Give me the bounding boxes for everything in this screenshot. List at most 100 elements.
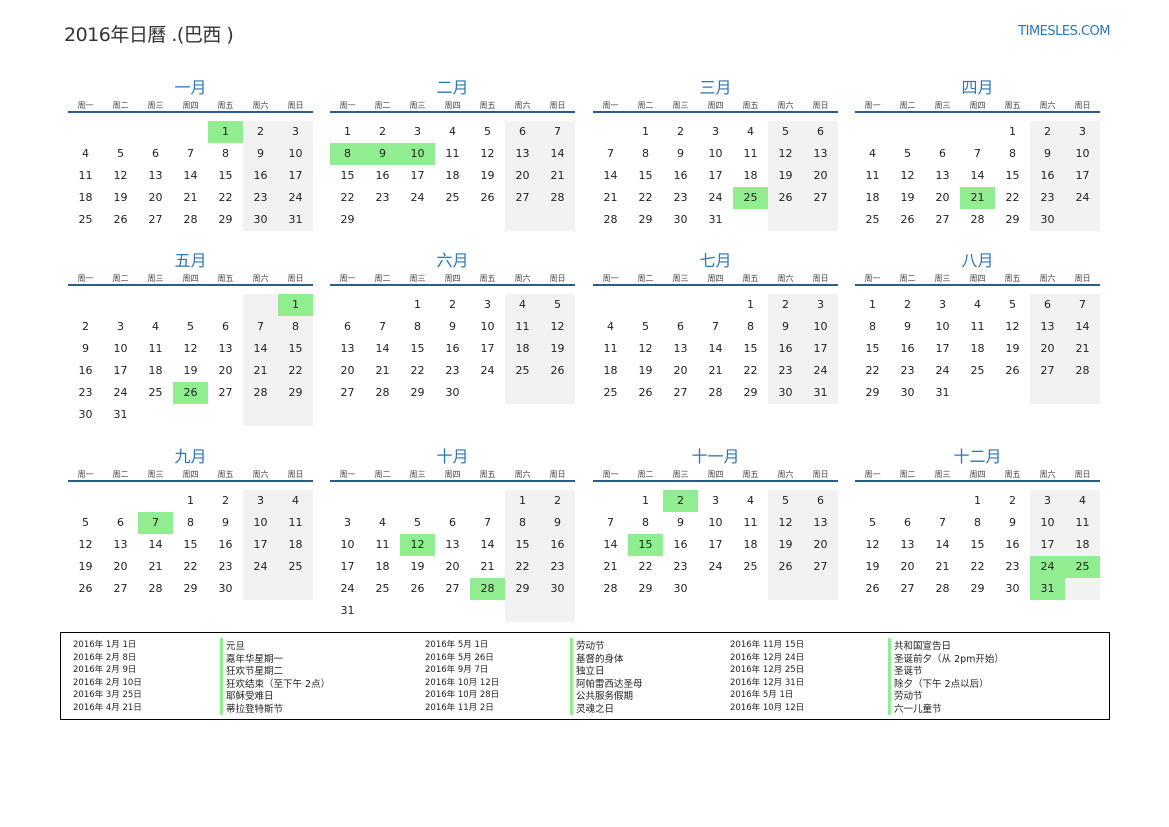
weekday-header: 周四	[182, 101, 199, 110]
day-cell: 11	[865, 169, 880, 182]
day-cell: 25	[603, 386, 618, 399]
day-cell: 17	[708, 169, 723, 182]
day-cell: 10	[1030, 512, 1065, 534]
day-cell: 2	[904, 298, 911, 311]
day-cell: 3	[1065, 121, 1100, 143]
day-cell: 6	[904, 516, 911, 529]
day-cell: 10	[708, 516, 723, 529]
weekday-header: 周三	[672, 101, 689, 110]
weekday-header: 周二	[112, 101, 129, 110]
day-cell: 21	[243, 360, 278, 382]
day-cell: 30	[540, 578, 575, 600]
day-cell: 12	[183, 342, 198, 355]
day-cell: 16	[673, 169, 688, 182]
empty-weekend-cell	[278, 404, 313, 426]
month-name: 九月	[174, 447, 207, 466]
day-cell: 11	[743, 516, 758, 529]
holiday-name: 圣诞节	[888, 663, 923, 678]
day-cell: 11	[603, 342, 618, 355]
day-cell: 9	[677, 147, 684, 160]
month-name: 六月	[436, 251, 469, 270]
day-cell: 26	[113, 213, 128, 226]
month: 八月 周一 周二 周三 周四 周五 周六 周日 1 2 3 4 5 6 7 8 9 10 11 12 13 14 15 16 1…	[855, 247, 1100, 437]
day-cell: 7	[379, 320, 386, 333]
day-cell: 3	[278, 121, 313, 143]
holiday-name: 劳动节	[888, 688, 923, 703]
day-cell: 29	[638, 213, 653, 226]
day-cell: 12	[768, 512, 803, 534]
day-cell: 25	[278, 556, 313, 578]
holiday-date: 2016年 11月 15日	[730, 640, 805, 650]
day-cell: 2	[82, 320, 89, 333]
day-cell: 7	[1065, 294, 1100, 316]
weekday-header: 周日	[549, 470, 566, 479]
day-cell: 19	[410, 560, 425, 573]
day-cell: 1	[208, 121, 243, 143]
holiday-date: 2016年 5月 26日	[425, 652, 494, 663]
day-cell: 2	[449, 298, 456, 311]
day-cell: 4	[449, 125, 456, 138]
day-cell: 15	[410, 342, 425, 355]
header-rule	[855, 111, 1100, 113]
day-cell: 25	[445, 191, 460, 204]
day-cell: 10	[400, 143, 435, 165]
day-cell: 14	[375, 342, 390, 355]
weekday-header: 周三	[147, 101, 164, 110]
day-cell: 4	[82, 147, 89, 160]
day-cell: 12	[400, 534, 435, 556]
day-cell: 30	[78, 408, 93, 421]
day-cell: 7	[540, 121, 575, 143]
day-cell: 2	[677, 125, 684, 138]
holiday-name: 蒂拉登特斯节	[220, 701, 283, 715]
weekday-header: 周三	[934, 274, 951, 283]
day-cell: 20	[803, 534, 838, 556]
weekday-header: 周日	[1074, 274, 1091, 283]
day-cell: 28	[540, 187, 575, 209]
day-cell: 20	[1030, 338, 1065, 360]
holiday-date: 2016年 12月 24日	[730, 652, 805, 663]
month: 十二月 周一 周二 周三 周四 周五 周六 周日 1 2 3 4 5 6 7 8 9 10 11 12 13 14 15 16…	[855, 443, 1100, 633]
day-cell: 21	[540, 165, 575, 187]
day-cell: 15	[218, 169, 233, 182]
day-cell: 14	[243, 338, 278, 360]
day-cell: 30	[768, 382, 803, 404]
day-cell: 10	[1065, 143, 1100, 165]
weekday-header: 周二	[637, 470, 654, 479]
day-cell: 1	[747, 298, 754, 311]
month: 九月 周一 周二 周三 周四 周五 周六 周日 1 2 3 4 5 6 7 8 9 10 11 12 13 14 15 16 1…	[68, 443, 313, 633]
day-cell: 31	[708, 213, 723, 226]
day-cell: 18	[78, 191, 93, 204]
day-cell: 31	[113, 408, 128, 421]
day-cell: 25	[375, 582, 390, 595]
day-cell: 9	[222, 516, 229, 529]
weekday-header: 周三	[409, 274, 426, 283]
holiday-name: 灵魂之日	[570, 701, 614, 715]
day-cell: 28	[243, 382, 278, 404]
weekday-header: 周四	[969, 101, 986, 110]
day-cell: 12	[78, 538, 93, 551]
weekday-header: 周五	[1004, 101, 1021, 110]
day-cell: 24	[480, 364, 495, 377]
day-cell: 13	[803, 512, 838, 534]
day-cell: 6	[152, 147, 159, 160]
day-cell: 2	[1009, 494, 1016, 507]
day-cell: 21	[603, 560, 618, 573]
day-cell: 9	[365, 143, 400, 165]
month-name: 二月	[436, 78, 469, 97]
day-cell: 24	[243, 556, 278, 578]
weekday-header: 周一	[602, 470, 619, 479]
holiday-date: 2016年 11月 2日	[425, 703, 494, 713]
weekday-header: 周三	[147, 274, 164, 283]
day-cell: 22	[638, 191, 653, 204]
day-cell: 11	[743, 147, 758, 160]
holiday-date: 2016年 2月 10日	[73, 677, 142, 688]
day-cell: 6	[803, 490, 838, 512]
day-cell: 6	[1030, 294, 1065, 316]
day-cell: 23	[1005, 560, 1020, 573]
day-cell: 11	[505, 316, 540, 338]
day-cell: 22	[218, 191, 233, 204]
day-cell: 23	[768, 360, 803, 382]
month-name: 三月	[699, 78, 732, 97]
holiday-name: 公共服务假期	[570, 688, 633, 703]
day-cell: 5	[869, 516, 876, 529]
